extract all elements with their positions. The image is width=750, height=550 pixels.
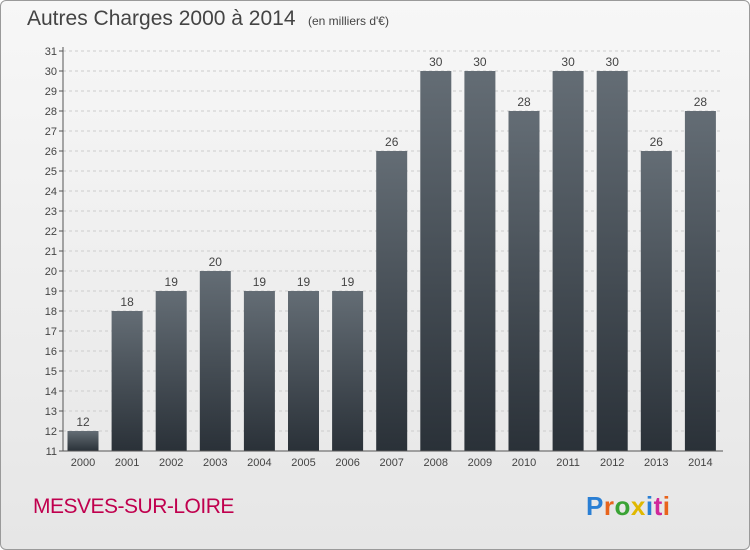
y-tick-label: 18 bbox=[45, 306, 57, 318]
x-tick-label: 2009 bbox=[468, 457, 492, 469]
bar bbox=[111, 311, 143, 451]
data-label: 26 bbox=[385, 135, 399, 149]
y-tick-label: 13 bbox=[45, 406, 57, 418]
y-tick-label: 29 bbox=[45, 86, 57, 98]
x-tick-label: 2006 bbox=[335, 457, 359, 469]
y-tick-label: 14 bbox=[45, 386, 57, 398]
proxiti-logo: Proxiti bbox=[586, 491, 670, 522]
y-tick-label: 23 bbox=[45, 206, 57, 218]
y-tick-label: 19 bbox=[45, 286, 57, 298]
bar bbox=[288, 291, 319, 451]
x-tick-label: 2008 bbox=[424, 457, 448, 469]
x-tick-label: 2005 bbox=[291, 457, 315, 469]
y-tick-label: 21 bbox=[45, 246, 57, 258]
y-tick-label: 12 bbox=[45, 426, 57, 438]
data-label: 28 bbox=[517, 95, 531, 109]
data-label: 12 bbox=[76, 415, 90, 429]
bar bbox=[376, 151, 408, 451]
labels: 11 12 13 14 15 16 17 18 19 20 21 22 23 24 25 26 27 28 29 30… bbox=[45, 46, 713, 469]
bar bbox=[640, 151, 672, 451]
x-tick-label: 2011 bbox=[556, 457, 580, 469]
logo-letter: i bbox=[645, 491, 654, 521]
bar bbox=[67, 431, 99, 451]
y-tick-label: 31 bbox=[45, 46, 57, 58]
data-label: 30 bbox=[473, 55, 487, 69]
bar bbox=[332, 291, 364, 451]
bar bbox=[420, 71, 452, 451]
bar bbox=[464, 71, 496, 451]
y-tick-label: 26 bbox=[45, 146, 57, 158]
data-label: 19 bbox=[341, 275, 355, 289]
bar bbox=[552, 71, 584, 451]
data-label: 28 bbox=[694, 95, 708, 109]
x-tick-label: 2010 bbox=[512, 457, 536, 469]
y-tick-label: 25 bbox=[45, 166, 57, 178]
axes bbox=[59, 47, 723, 452]
bar bbox=[596, 71, 628, 451]
y-tick-label: 22 bbox=[45, 226, 57, 238]
y-tick-label: 17 bbox=[45, 326, 57, 338]
logo-letter: x bbox=[630, 491, 646, 521]
logo-letter: P bbox=[586, 491, 604, 521]
bar bbox=[155, 291, 187, 451]
y-tick-label: 30 bbox=[45, 66, 57, 78]
data-label: 18 bbox=[120, 295, 134, 309]
y-tick-label: 20 bbox=[45, 266, 57, 278]
chart-subtitle: (en milliers d'€) bbox=[307, 14, 389, 28]
x-tick-label: 2004 bbox=[247, 457, 271, 469]
chart-title: Autres Charges 2000 à 2014 bbox=[27, 7, 296, 30]
logo-letter: t bbox=[653, 491, 663, 521]
title-block: Autres Charges 2000 à 2014 (en milliers … bbox=[27, 7, 389, 31]
x-tick-label: 2014 bbox=[688, 457, 712, 469]
data-label: 19 bbox=[297, 275, 311, 289]
x-tick-label: 2002 bbox=[159, 457, 183, 469]
x-tick-label: 2001 bbox=[115, 457, 139, 469]
y-tick-label: 15 bbox=[45, 366, 57, 378]
x-tick-label: 2003 bbox=[203, 457, 227, 469]
logo-letter: i bbox=[662, 491, 671, 521]
bar bbox=[199, 271, 231, 451]
data-label: 19 bbox=[165, 275, 179, 289]
data-label: 20 bbox=[209, 255, 223, 269]
commune-name: MESVES-SUR-LOIRE bbox=[33, 495, 234, 518]
data-label: 19 bbox=[253, 275, 267, 289]
data-label: 26 bbox=[650, 135, 664, 149]
y-tick-label: 24 bbox=[45, 186, 57, 198]
x-tick-label: 2013 bbox=[644, 457, 668, 469]
x-tick-label: 2000 bbox=[71, 457, 95, 469]
bar bbox=[684, 111, 716, 451]
logo-letter: r bbox=[603, 491, 615, 521]
x-tick-label: 2012 bbox=[600, 457, 624, 469]
bar bbox=[243, 291, 275, 451]
logo-letter: o bbox=[614, 491, 631, 521]
data-label: 30 bbox=[561, 55, 575, 69]
data-label: 30 bbox=[429, 55, 443, 69]
y-tick-label: 11 bbox=[46, 446, 57, 458]
x-tick-label: 2007 bbox=[379, 457, 403, 469]
bars bbox=[67, 71, 716, 451]
data-label: 30 bbox=[606, 55, 620, 69]
y-tick-label: 27 bbox=[45, 126, 57, 138]
y-tick-label: 16 bbox=[45, 346, 57, 358]
bar bbox=[508, 111, 540, 451]
y-tick-label: 28 bbox=[45, 106, 57, 118]
